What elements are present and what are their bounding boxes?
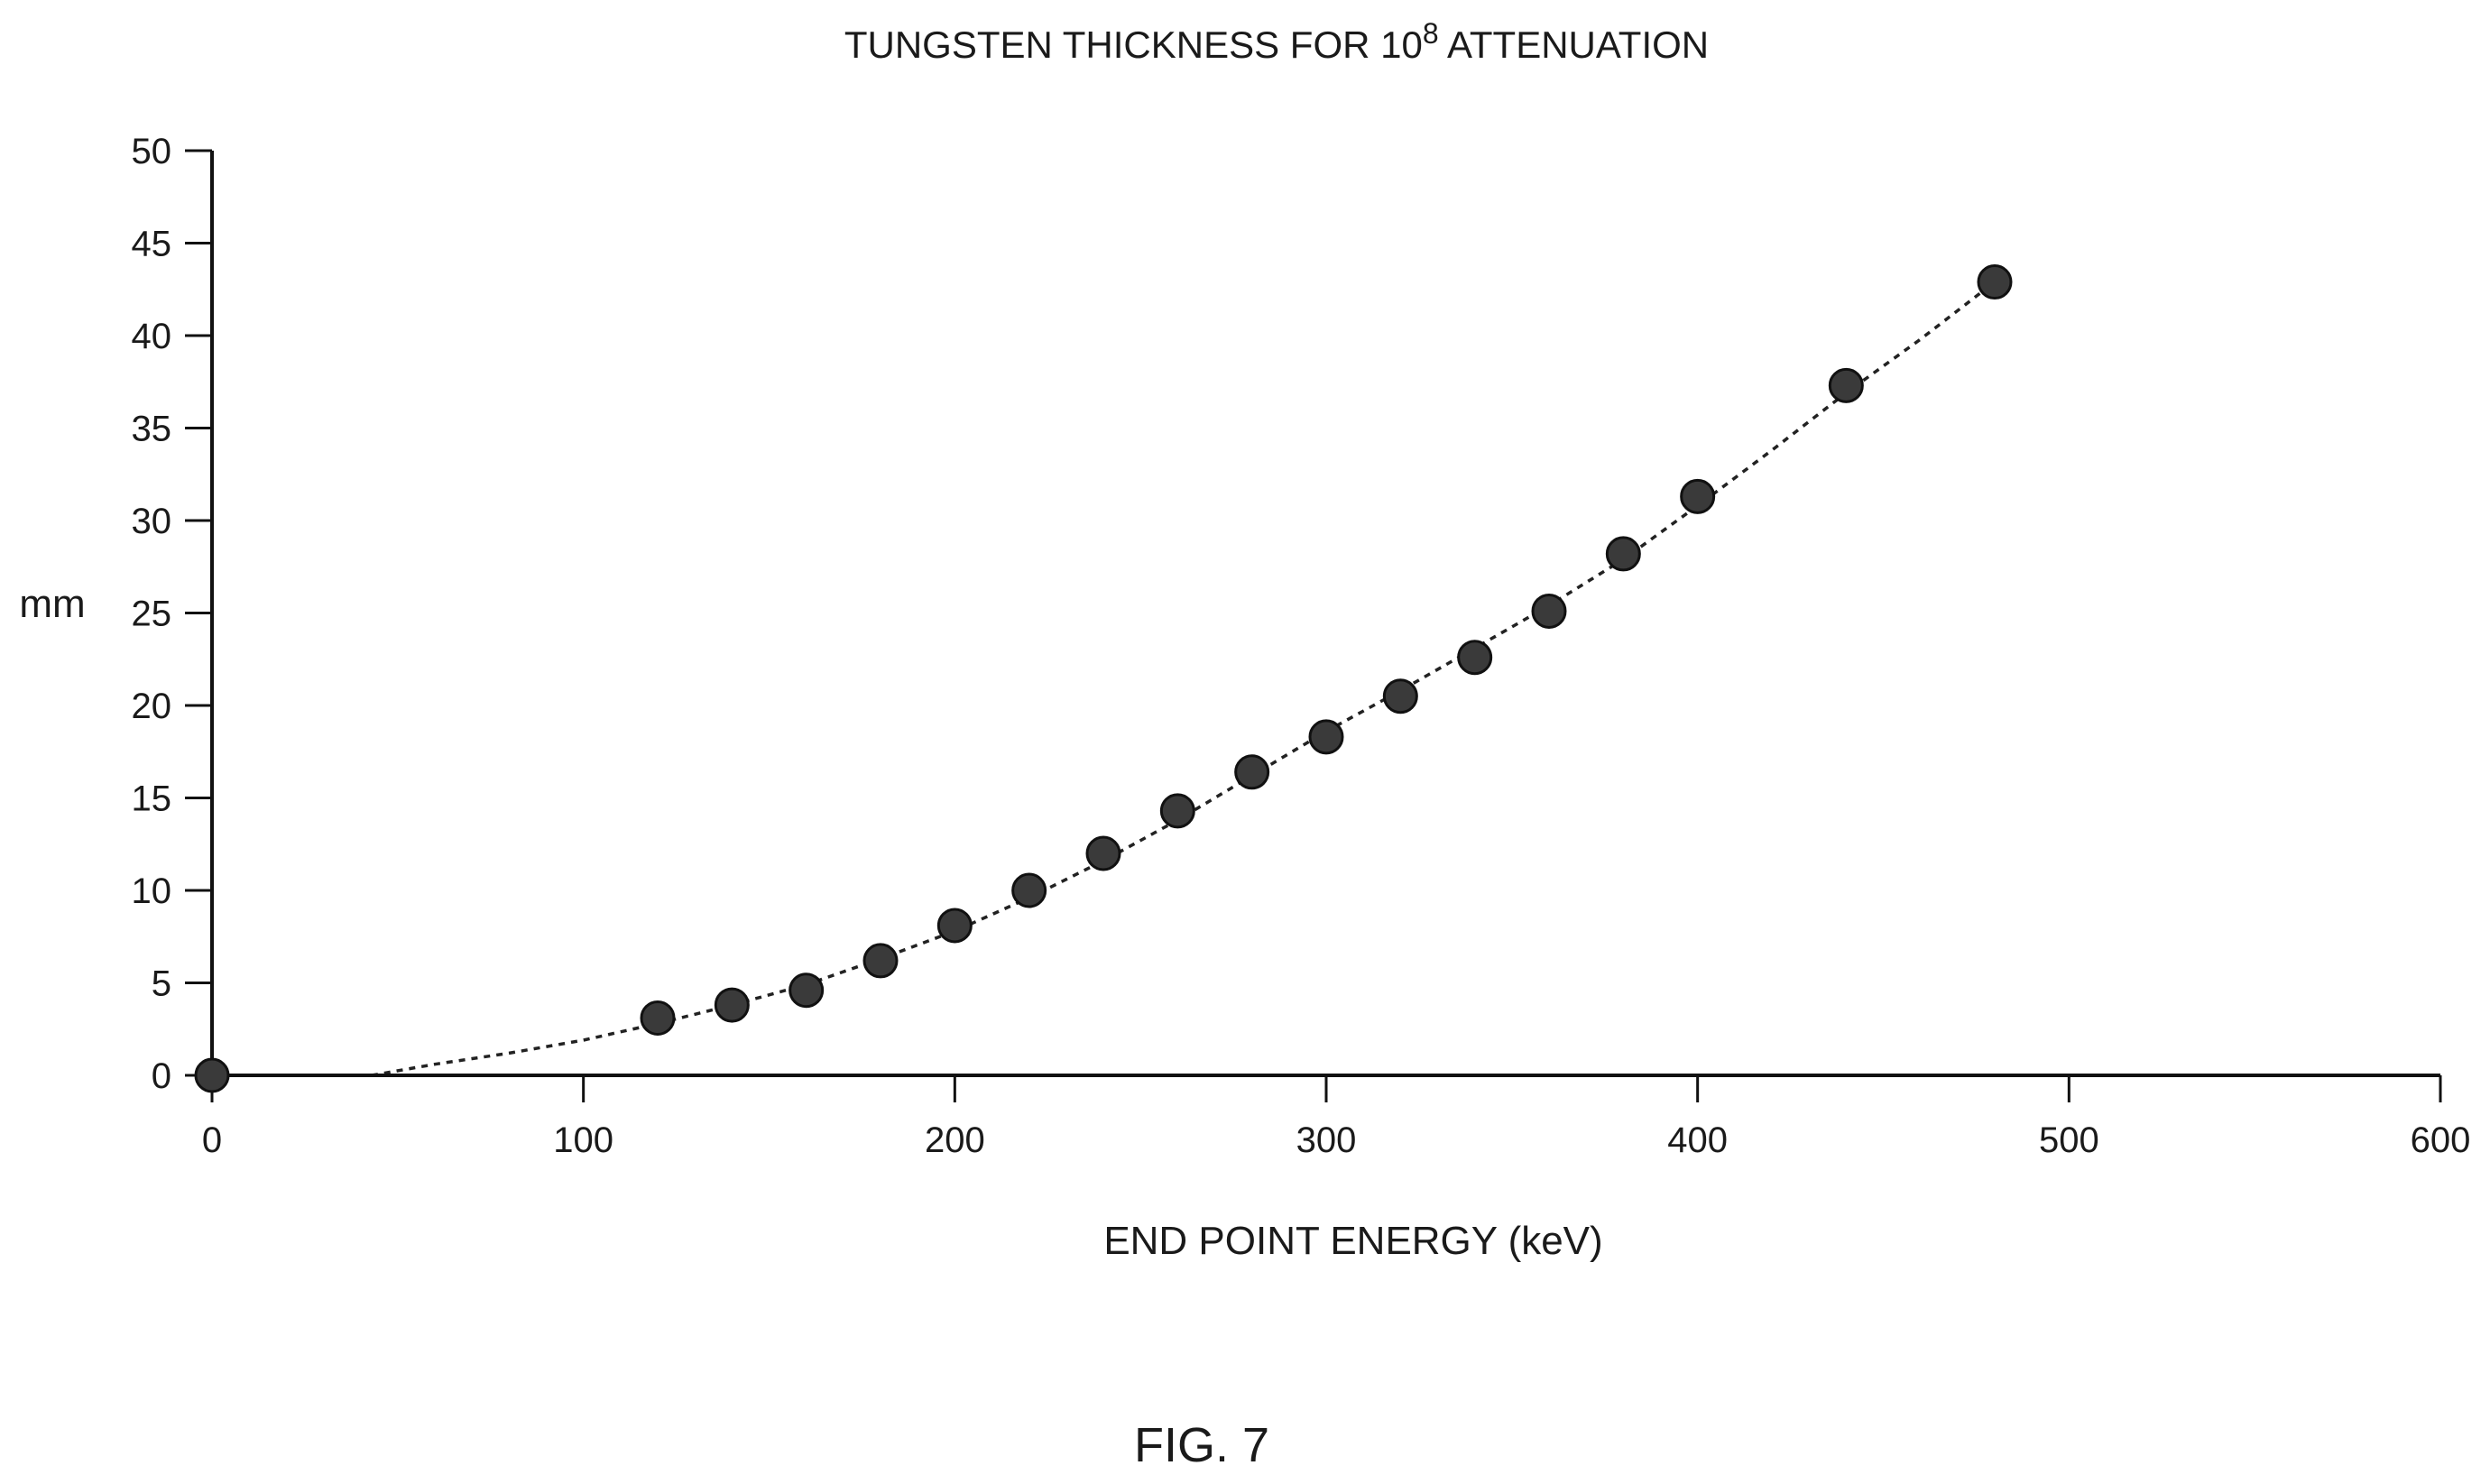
data-point (788, 972, 825, 1009)
data-point (1234, 754, 1270, 790)
data-point (1308, 719, 1344, 755)
data-point (714, 987, 750, 1023)
data-point (862, 943, 899, 979)
y-tick-label: 15 (132, 779, 172, 819)
points-layer (194, 264, 2013, 1093)
x-tick-label: 600 (2411, 1120, 2471, 1160)
data-point (194, 1057, 230, 1093)
data-point (1085, 835, 1121, 871)
trend-layer (371, 281, 1997, 1077)
data-point (1531, 593, 1567, 629)
y-tick-label: 25 (132, 595, 172, 634)
y-tick-label: 20 (132, 687, 172, 726)
x-tick-label: 100 (553, 1120, 613, 1160)
chart-title-suffix: ATTENUATION (1439, 23, 1709, 66)
x-tick-label: 400 (1667, 1120, 1728, 1160)
data-point (936, 908, 973, 944)
y-tick-label: 0 (152, 1056, 171, 1096)
y-tick-label: 10 (132, 871, 172, 911)
data-point (1382, 678, 1418, 714)
x-tick-label: 300 (1296, 1120, 1357, 1160)
trend-curve (371, 281, 1997, 1077)
axes-layer (185, 149, 2442, 1102)
data-point (1605, 536, 1641, 572)
y-tick-label: 30 (132, 502, 172, 541)
data-point (640, 1000, 676, 1036)
chart-title-superscript: 8 (1423, 17, 1439, 50)
x-tick-label: 500 (2039, 1120, 2099, 1160)
y-tick-label: 40 (132, 317, 172, 356)
chart-title-prefix: TUNGSTEN THICKNESS FOR 10 (844, 23, 1423, 66)
x-tick-label: 200 (925, 1120, 985, 1160)
data-point (1828, 367, 1864, 403)
y-tick-label: 45 (132, 225, 172, 264)
y-tick-label: 5 (152, 964, 171, 1004)
y-axis-label: mm (19, 582, 85, 626)
data-point (1457, 640, 1493, 676)
y-tick-label: 50 (132, 132, 172, 171)
figure-caption: FIG. 7 (1134, 1418, 1269, 1472)
data-point (1977, 264, 2013, 300)
data-point (1680, 478, 1716, 514)
data-point (1159, 793, 1195, 829)
chart-title: TUNGSTEN THICKNESS FOR 108 ATTENUATION (844, 17, 1709, 66)
x-axis-label: END POINT ENERGY (keV) (1103, 1219, 1602, 1263)
data-point (1011, 872, 1047, 908)
x-tick-label: 0 (202, 1120, 222, 1160)
y-tick-label: 35 (132, 410, 172, 449)
